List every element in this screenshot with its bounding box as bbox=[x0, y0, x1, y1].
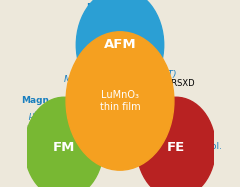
Ellipse shape bbox=[76, 0, 164, 101]
Text: el. Pol.: el. Pol. bbox=[192, 142, 222, 151]
Text: FM: FM bbox=[53, 141, 75, 154]
Ellipse shape bbox=[137, 97, 216, 187]
Text: Neutron diff.: Neutron diff. bbox=[87, 3, 153, 12]
Text: PNR: PNR bbox=[26, 125, 47, 134]
Text: AFM: AFM bbox=[104, 38, 136, 51]
Ellipse shape bbox=[24, 97, 103, 187]
Text: Magn.: Magn. bbox=[21, 96, 53, 105]
Text: χ (T), μSR: χ (T), μSR bbox=[98, 13, 142, 22]
Ellipse shape bbox=[66, 32, 174, 170]
Text: XRD + RSXD: XRD + RSXD bbox=[141, 79, 194, 88]
Text: RSXD: RSXD bbox=[106, 23, 134, 32]
Text: μSR: μSR bbox=[28, 111, 46, 119]
Text: LuMnO₃
thin film: LuMnO₃ thin film bbox=[100, 90, 140, 112]
Text: M(H): M(H) bbox=[63, 75, 85, 84]
Text: P(E,T): P(E,T) bbox=[151, 70, 177, 79]
Text: FE: FE bbox=[167, 141, 185, 154]
